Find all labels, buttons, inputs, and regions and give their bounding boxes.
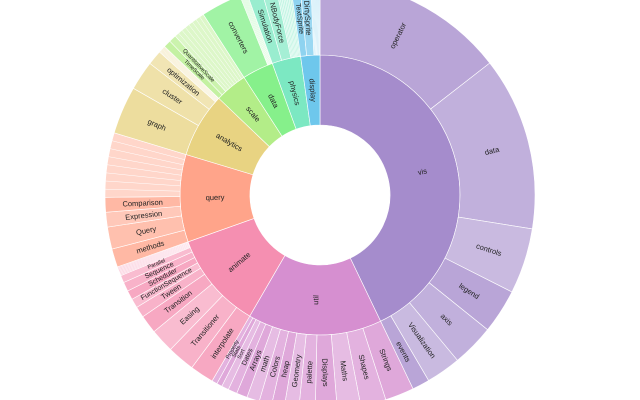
segment-divider — [159, 51, 217, 102]
segment-divider — [117, 242, 189, 269]
segment-divider — [246, 0, 271, 65]
segment-divider — [316, 0, 318, 56]
segment-divider — [181, 30, 231, 88]
segment-divider — [242, 0, 269, 65]
segment-divider — [161, 49, 217, 101]
segment-divider — [111, 140, 185, 160]
segment-divider — [118, 243, 189, 270]
segment-divider — [163, 47, 219, 100]
segment-divider — [285, 0, 297, 58]
segment-divider — [287, 0, 298, 57]
segment-divider — [106, 172, 181, 181]
outer-ring — [104, 0, 536, 400]
segment-divider — [313, 0, 316, 56]
segment-divider — [192, 21, 238, 83]
segment-divider — [245, 0, 271, 65]
segment-divider — [120, 246, 191, 275]
segment-divider — [199, 16, 242, 80]
segment-divider — [160, 50, 217, 102]
segment-divider — [247, 0, 272, 64]
segment-divider — [108, 156, 183, 171]
segment-divider — [315, 0, 318, 56]
segment-divider — [248, 0, 272, 64]
segment-divider — [118, 243, 189, 271]
segment-divider — [105, 188, 181, 192]
segment-divider — [288, 0, 299, 57]
segment-divider — [314, 0, 317, 56]
segment-divider — [162, 48, 218, 100]
segment-divider — [105, 180, 181, 187]
segment-divider — [280, 0, 293, 58]
segment-divider — [290, 0, 300, 57]
segment-divider — [312, 0, 315, 56]
segment-divider — [178, 32, 229, 90]
segment-divider — [188, 24, 235, 85]
segment-divider — [195, 19, 240, 81]
segment-divider — [283, 0, 295, 58]
segment-divider — [107, 164, 182, 176]
segment-divider — [163, 46, 219, 99]
segment-divider — [118, 244, 190, 272]
segment-divider — [119, 245, 190, 274]
segment-divider — [185, 27, 233, 87]
inner-ring — [179, 54, 461, 336]
segment-divider — [281, 0, 294, 58]
segment-divider — [244, 0, 270, 65]
segment-divider — [119, 245, 190, 273]
segment-divider — [109, 148, 184, 166]
segment-divider — [161, 49, 218, 101]
segment-divider — [243, 0, 270, 65]
segment-divider — [317, 0, 319, 56]
